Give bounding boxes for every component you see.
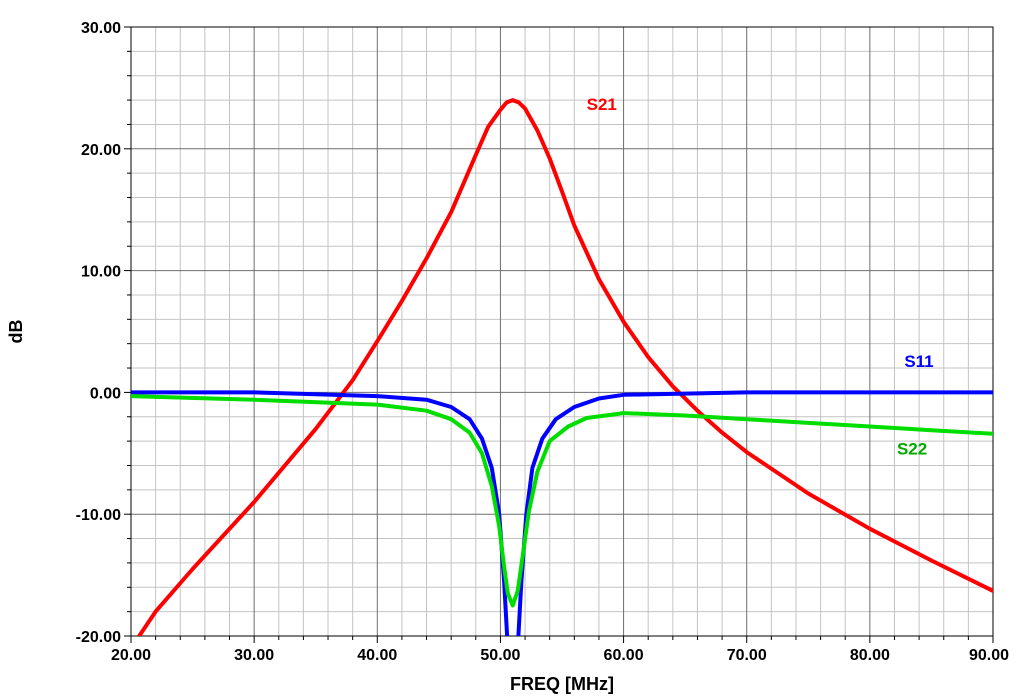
x-axis-title: FREQ [MHz] <box>510 674 614 694</box>
x-tick-label: 60.00 <box>604 647 644 664</box>
series-label-s21: S21 <box>587 95 617 114</box>
y-axis-title: dB <box>6 320 26 344</box>
y-tick-labels: -20.00 -10.00 0.00 10.00 20.00 30.00 <box>76 20 121 646</box>
series-lines <box>131 98 993 636</box>
y-tick-label: -20.00 <box>76 629 121 646</box>
series-line-s22 <box>131 394 993 608</box>
y-tick-label: -10.00 <box>76 507 121 524</box>
y-tick-label: 10.00 <box>81 264 121 281</box>
x-tick-label: 40.00 <box>357 647 397 664</box>
axis-ticks <box>124 26 994 643</box>
plot-frame <box>130 26 994 637</box>
y-tick-label: 0.00 <box>90 385 121 402</box>
y-tick-label: 20.00 <box>81 142 121 159</box>
series-line-s21 <box>136 98 993 636</box>
series-label-s11: S11 <box>904 352 933 371</box>
series-line-s11 <box>131 390 993 636</box>
x-tick-label: 90.00 <box>969 647 1009 664</box>
x-tick-label: 20.00 <box>111 647 151 664</box>
x-tick-label: 30.00 <box>234 647 274 664</box>
series-label-s22: S22 <box>897 440 927 459</box>
y-tick-label: 30.00 <box>81 20 121 37</box>
series-annotations: S21 S11 S22 <box>587 95 934 459</box>
minor-grid <box>131 27 993 636</box>
x-tick-labels: 20.00 30.00 40.00 50.00 60.00 70.00 80.00 90.00 <box>111 647 1009 664</box>
x-tick-label: 50.00 <box>480 647 520 664</box>
x-tick-label: 70.00 <box>727 647 767 664</box>
x-tick-label: 80.00 <box>850 647 890 664</box>
